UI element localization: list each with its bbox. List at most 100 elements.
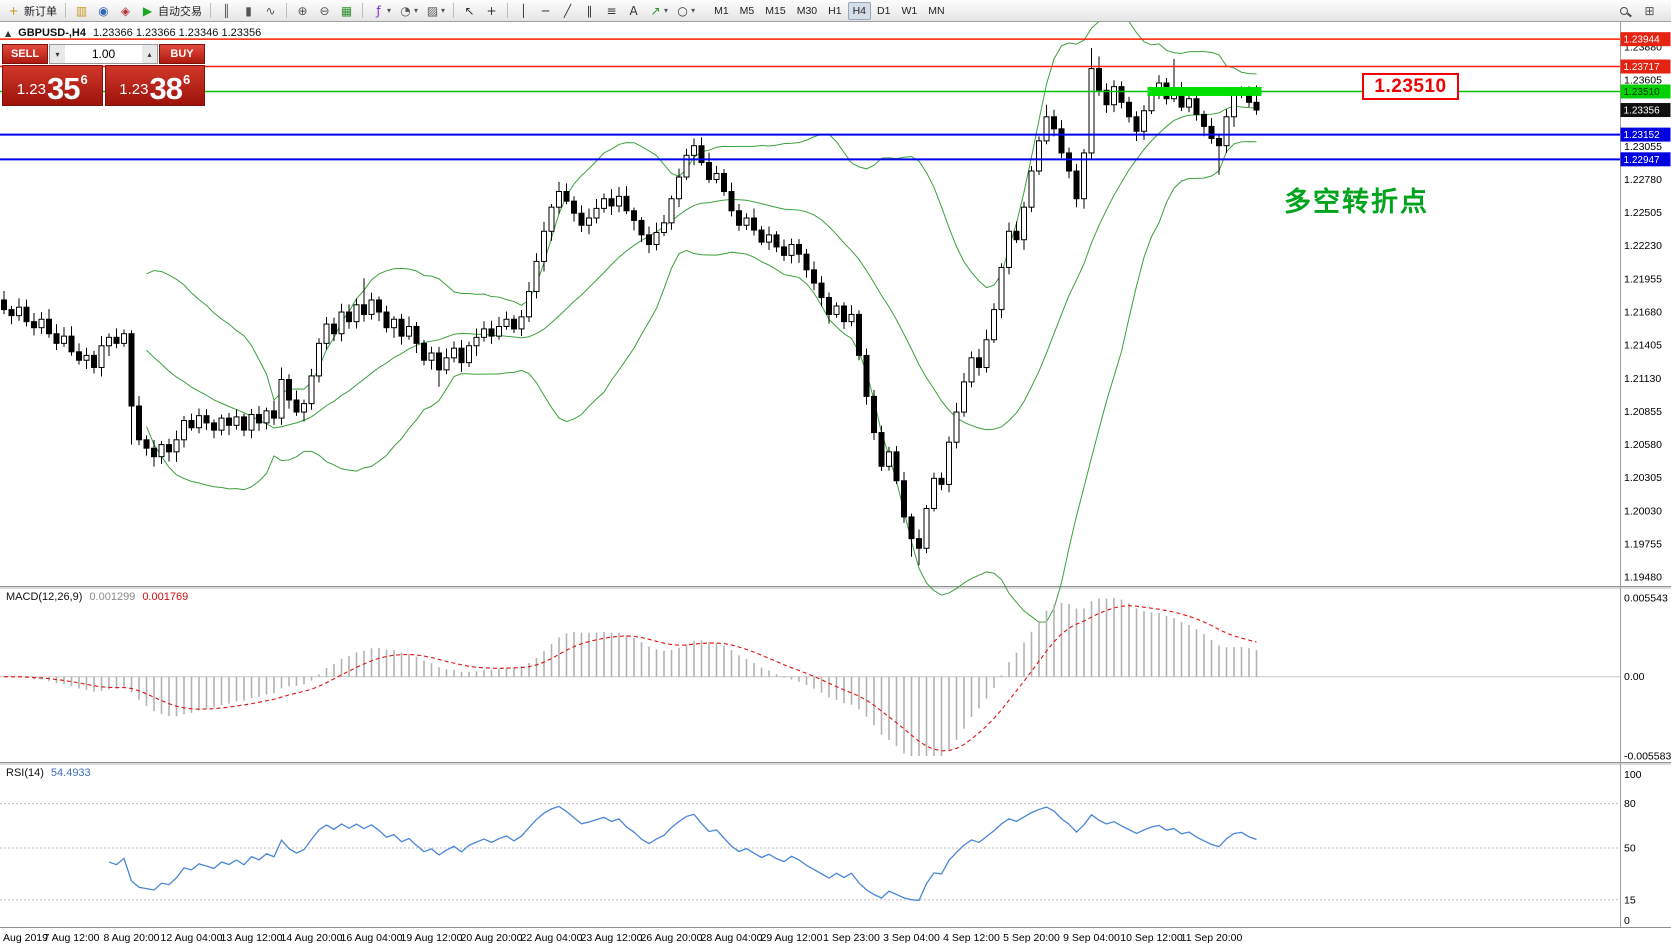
bull-candle <box>406 325 412 337</box>
macd-signal-line <box>3 605 1257 752</box>
new-order-button[interactable]: + 新订单 <box>3 1 60 20</box>
timeframe-m30[interactable]: M30 <box>796 4 818 17</box>
vertical-line-icon[interactable]: │ <box>513 1 534 20</box>
bull-candle <box>541 230 547 262</box>
timeframe-m5[interactable]: M5 <box>739 4 755 17</box>
bull-candle <box>1223 116 1230 147</box>
profile-icon[interactable]: ◉ <box>93 1 114 20</box>
bear-candle <box>818 282 825 299</box>
bear-candle <box>856 313 862 356</box>
bear-candle <box>571 200 577 214</box>
bull-candle <box>983 339 990 368</box>
bull-candle <box>218 417 225 431</box>
bear-candle <box>1066 152 1072 172</box>
bull-candle <box>998 266 1005 311</box>
layout-icon[interactable]: ⊞ <box>1639 1 1660 20</box>
line-chart-icon-glyph: ∿ <box>265 3 276 18</box>
templates-button[interactable]: ▨ ▾ <box>422 1 448 20</box>
zoom-out-icon-glyph: ⊖ <box>319 3 330 18</box>
fibonacci-icon[interactable]: ≡ <box>601 1 622 20</box>
price-axis-label: 1.21680 <box>1624 307 1662 319</box>
bull-candle <box>991 309 997 341</box>
indicators-button[interactable]: ƒ ▾ <box>368 1 394 20</box>
bars-chart-icon[interactable]: ║ <box>216 1 237 20</box>
sell-button[interactable]: SELL <box>2 44 48 64</box>
market-watch-icon[interactable]: ◈ <box>115 1 136 20</box>
bull-candle <box>668 198 675 224</box>
bull-candle <box>1231 94 1237 118</box>
sell-price-display[interactable]: 1.23 35 6 <box>2 65 103 106</box>
timeframe-mn[interactable]: MN <box>928 4 945 17</box>
new-chart-icon[interactable]: ▦ <box>336 1 357 20</box>
zoom-out-icon[interactable]: ⊖ <box>314 1 335 20</box>
panel-collapse-icon[interactable]: ▲ <box>5 29 12 38</box>
horizontal-line-icon[interactable]: ─ <box>535 1 556 20</box>
one-click-trading-panel: SELL ▾ 1.00 ▴ BUY 1.23 35 6 1.23 38 6 <box>2 44 205 106</box>
shapes-icon-dropdown-caret[interactable]: ▾ <box>691 6 696 15</box>
bull-candle <box>1088 68 1095 154</box>
timeframe-m15[interactable]: M15 <box>765 4 786 17</box>
bear-candle <box>1133 116 1140 132</box>
text-icon[interactable]: A <box>623 1 644 20</box>
support-line-2-price-text: 1.22947 <box>1624 155 1661 166</box>
volume-decrease-button[interactable]: ▾ <box>50 45 65 63</box>
price-axis-label: 1.22505 <box>1624 207 1662 219</box>
bull-candle <box>676 176 682 200</box>
bull-candle <box>968 357 975 383</box>
bear-candle <box>1051 116 1057 130</box>
volume-input[interactable]: 1.00 <box>91 47 116 61</box>
buy-button[interactable]: BUY <box>159 44 205 64</box>
periods-button[interactable]: ◔ ▾ <box>395 1 421 20</box>
new-chart-icon-glyph: ▦ <box>340 3 353 18</box>
bear-candle <box>638 219 645 236</box>
bull-candle <box>1036 140 1042 172</box>
indicators-button-dropdown-caret[interactable]: ▾ <box>387 6 392 15</box>
trendline-icon[interactable]: ╱ <box>557 1 578 20</box>
bear-candle <box>1058 128 1065 154</box>
timeframe-h4[interactable]: H4 <box>847 1 872 20</box>
timeframe-d1[interactable]: D1 <box>877 4 891 17</box>
bear-candle <box>211 422 217 431</box>
time-axis-label: 3 Sep 04:00 <box>883 932 940 944</box>
timeframe-w1[interactable]: W1 <box>901 4 918 17</box>
volume-increase-button[interactable]: ▴ <box>142 45 157 63</box>
bull-candle <box>308 375 315 405</box>
crosshair-icon[interactable]: + <box>481 1 502 20</box>
periods-button-dropdown-caret[interactable]: ▾ <box>414 6 419 15</box>
autotrading-button[interactable]: ▶ 自动交易 <box>137 1 205 20</box>
bull-candle <box>1043 116 1050 142</box>
buy-price-display[interactable]: 1.23 38 6 <box>104 65 205 106</box>
charts-icon[interactable]: ▥ <box>71 1 92 20</box>
arrows-icon-dropdown-caret[interactable]: ▾ <box>664 6 669 15</box>
bull-candle <box>278 379 285 419</box>
shapes-icon-glyph: ○ <box>677 3 688 18</box>
time-axis-label: 20 Aug 20:00 <box>461 932 523 944</box>
channel-icon[interactable]: ∥ <box>579 1 600 20</box>
bear-candle <box>136 405 142 441</box>
bear-candle <box>346 311 352 323</box>
bear-candle <box>46 318 52 335</box>
timeframe-m1[interactable]: M1 <box>714 4 729 17</box>
bull-candle <box>1111 86 1117 106</box>
macd-signal-value: 0.001769 <box>142 591 189 603</box>
rsi-axis-label: 80 <box>1624 798 1636 810</box>
macd-name: MACD(12,26,9) <box>6 591 83 603</box>
search-icon[interactable] <box>1617 1 1631 20</box>
arrows-icon[interactable]: ↗ ▾ <box>645 1 671 20</box>
bear-candle <box>728 191 735 212</box>
bear-candle <box>578 212 585 226</box>
templates-button-dropdown-caret[interactable]: ▾ <box>441 6 446 15</box>
horizontal-line-icon-glyph: ─ <box>541 3 550 18</box>
line-chart-icon[interactable]: ∿ <box>260 1 281 20</box>
ask-prefix: 1.23 <box>119 81 149 98</box>
cursor-icon[interactable]: ↖ <box>459 1 480 20</box>
bull-candle <box>953 411 960 443</box>
timeframe-h1[interactable]: H1 <box>828 4 842 17</box>
zoom-in-icon[interactable]: ⊕ <box>292 1 313 20</box>
candlestick-chart-icon[interactable]: ▮ <box>238 1 259 20</box>
shapes-icon[interactable]: ○ ▾ <box>672 1 698 20</box>
toolbar-separator <box>210 3 211 18</box>
search-icon-glyph <box>1620 6 1628 15</box>
symbol-period-label: GBPUSD-,H4 <box>18 27 86 39</box>
